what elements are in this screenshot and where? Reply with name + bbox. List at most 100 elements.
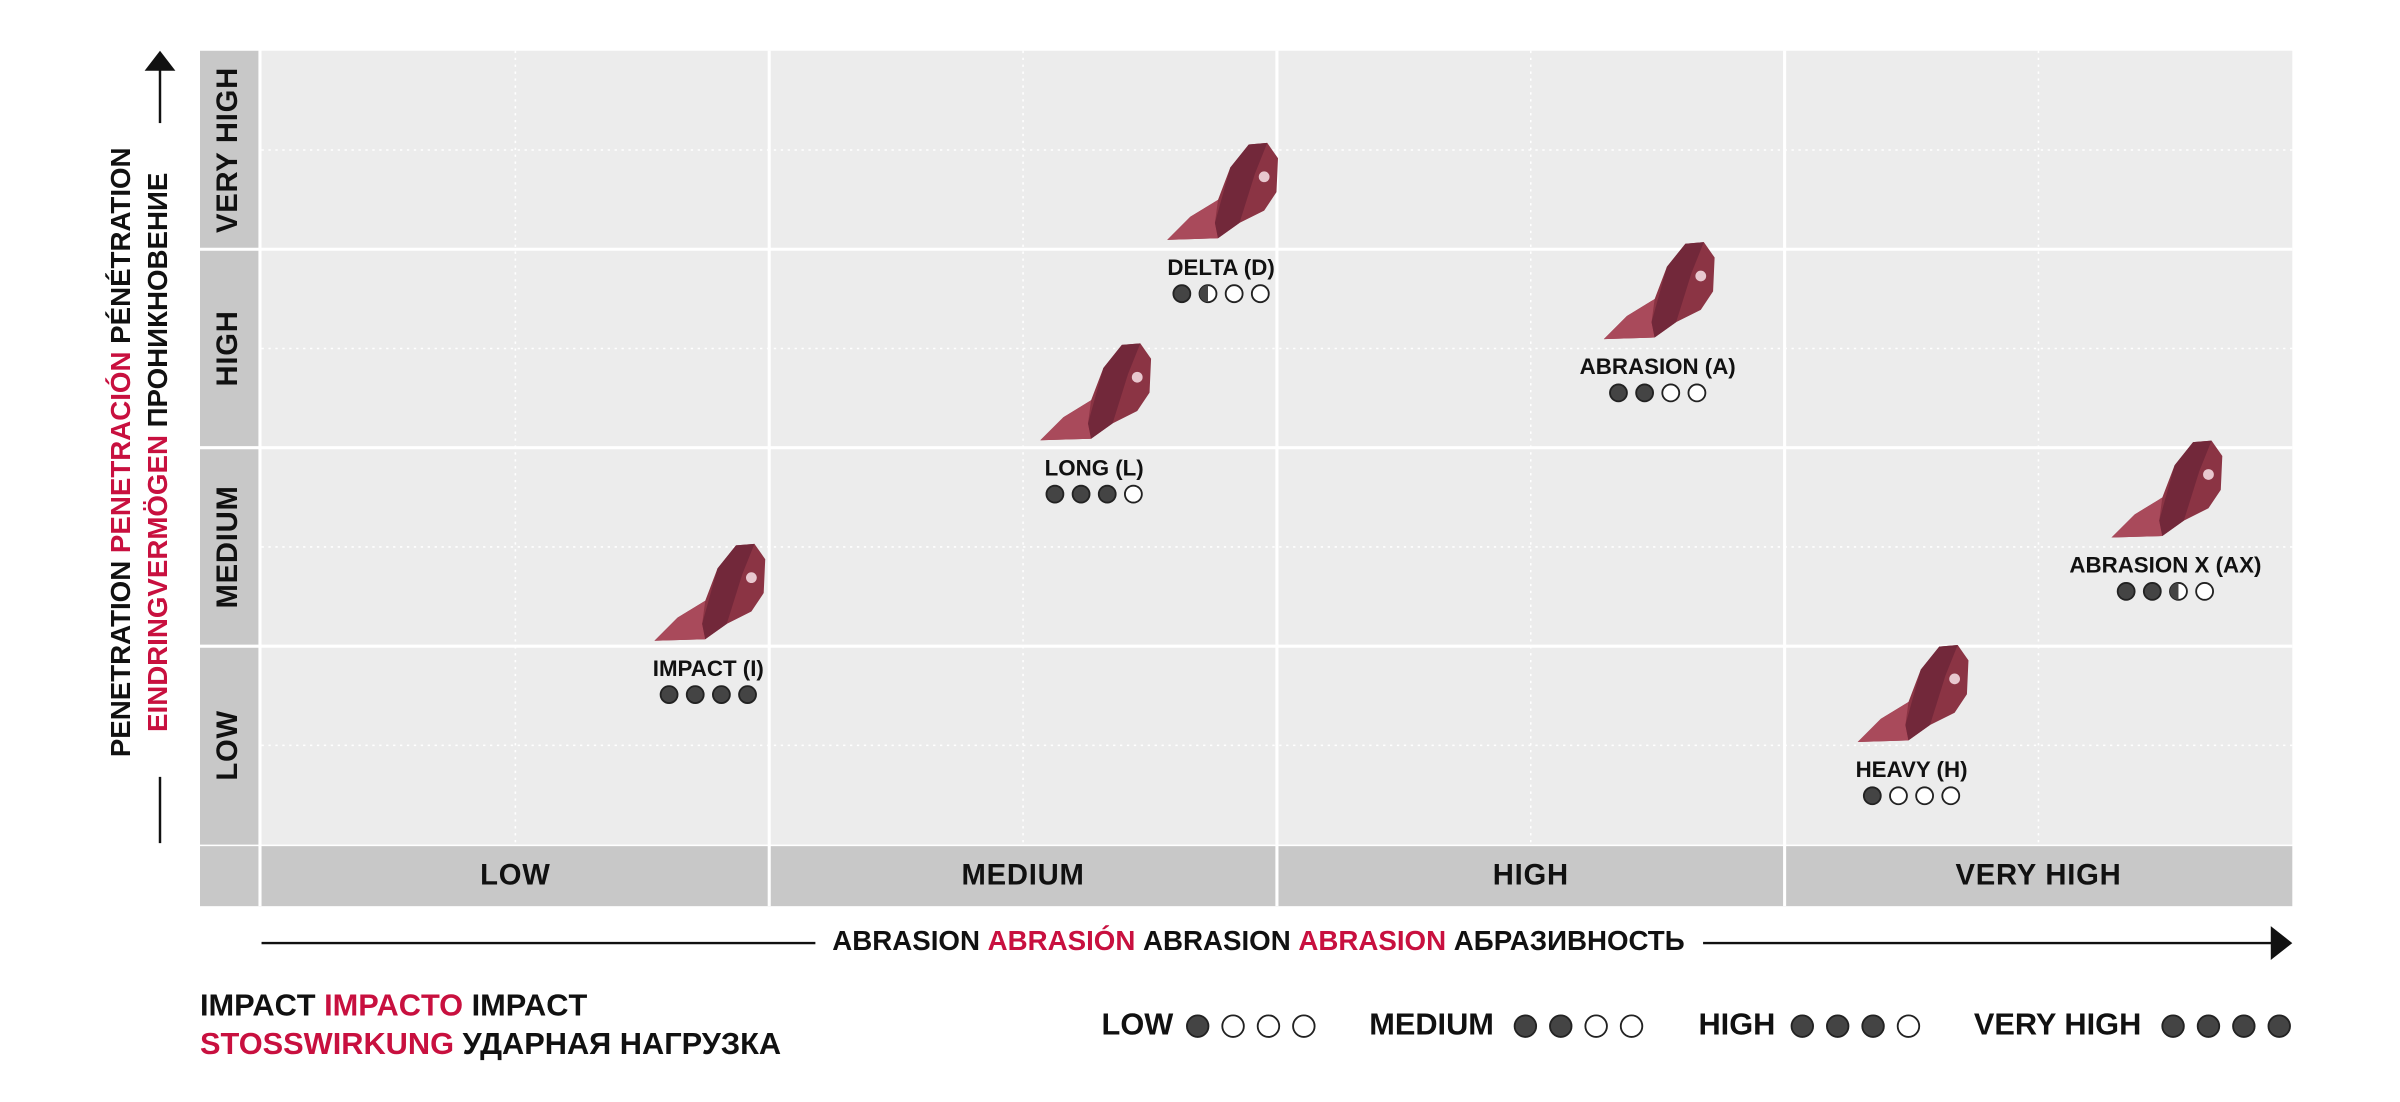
tooth-shade — [1167, 199, 1218, 240]
legend-dots — [1186, 1014, 1316, 1038]
tooth-shade — [1905, 645, 1958, 741]
rating-dot — [1256, 1014, 1281, 1038]
rating-dot — [1224, 284, 1244, 304]
legend-dots — [2161, 1014, 2291, 1038]
word: PENETRACIÓN — [105, 352, 136, 554]
rating-dot — [659, 685, 679, 704]
item-label: LONG (L) — [1045, 455, 1144, 480]
tooth-shade — [1214, 142, 1268, 239]
word: АБРАЗИВНОСТЬ — [1454, 925, 1685, 956]
grid — [200, 50, 2293, 907]
tooth-shade — [654, 600, 706, 641]
legend-dots — [1790, 1014, 1921, 1038]
rating-dot — [2195, 582, 2214, 601]
word: STOSSWIRKUNG — [200, 1026, 454, 1061]
legend-title-2: STOSSWIRKUNG УДАРНАЯ НАГРУЗКА — [200, 1026, 781, 1061]
tooth: LONG (L) — [1040, 343, 1152, 504]
tooth-hole — [1949, 673, 1960, 685]
rating-dot — [1790, 1014, 1814, 1038]
rating-dot — [1549, 1014, 1573, 1038]
y-axis-title-1: PENETRATION PENETRACIÓN PÉNÉTRATION — [105, 147, 136, 757]
rating-dot — [1584, 1014, 1608, 1038]
rating-dot — [1635, 383, 1655, 403]
y-category-label: VERY HIGH — [212, 67, 244, 233]
tooth-hole — [1258, 171, 1270, 183]
rating-dot — [1292, 1014, 1316, 1038]
tooth: ABRASION X (AX) — [2069, 440, 2261, 601]
y-category-label: LOW — [212, 710, 244, 780]
word: EINDRINGVERMÖGEN — [142, 435, 173, 732]
tooth: HEAVY (H) — [1856, 645, 1969, 806]
x-category-label: MEDIUM — [962, 860, 1085, 892]
tooth-shade — [1857, 701, 1909, 742]
rating-dot — [1186, 1014, 1210, 1038]
rating-dot — [1861, 1014, 1885, 1038]
word: ABRASIÓN — [988, 925, 1136, 956]
rating-dot — [2116, 582, 2136, 601]
tooth-shade — [1603, 299, 1655, 340]
item-label: DELTA (D) — [1167, 255, 1274, 280]
word: ABRASION — [1298, 925, 1446, 956]
rating-dot — [1619, 1014, 1644, 1038]
rating-dot — [1915, 786, 1935, 806]
rating-dot — [1896, 1014, 1921, 1038]
rating-dot — [2267, 1014, 2291, 1038]
tooth-shade — [2111, 497, 2163, 538]
word: IMPACTO — [324, 988, 463, 1023]
tooth-hole — [746, 572, 757, 584]
y-axis-title-2: EINDRINGVERMÖGEN ПРОНИКНОВЕНИЕ — [142, 173, 173, 732]
tooth-shade — [1040, 400, 1092, 441]
rating-dot — [685, 685, 705, 704]
x-category-label: LOW — [480, 860, 550, 892]
rating-dot — [1687, 383, 1707, 403]
tooth-shade — [2159, 440, 2212, 536]
rating-dot — [738, 685, 757, 704]
legend-dots — [1513, 1014, 1644, 1038]
item-label: ABRASION (A) — [1580, 354, 1736, 379]
rating-dot — [1045, 484, 1065, 504]
word: ABRASION — [1143, 925, 1291, 956]
rating-dot — [1124, 484, 1143, 504]
item-label: ABRASION X (AX) — [2069, 553, 2261, 578]
rating-dot — [1941, 786, 1961, 806]
tooth: DELTA (D) — [1167, 142, 1278, 304]
word: ABRASION — [832, 925, 980, 956]
y-category-label: MEDIUM — [212, 485, 244, 608]
rating-dot — [2161, 1014, 2185, 1038]
word: УДАРНАЯ НАГРУЗКА — [463, 1026, 782, 1061]
x-arrow-head — [2270, 926, 2293, 960]
x-category-label: HIGH — [1493, 860, 1569, 892]
tooth-shade — [1651, 242, 1704, 338]
tooth-shade — [702, 543, 755, 640]
word: PENETRATION — [105, 561, 136, 757]
rating-dot — [1221, 1014, 1245, 1038]
tooth-hole — [1695, 270, 1707, 282]
rating-dot — [2196, 1014, 2221, 1038]
legend-label: MEDIUM — [1369, 1006, 1494, 1041]
word: IMPACT — [472, 988, 588, 1023]
legend-label: VERY HIGH — [1974, 1006, 2141, 1041]
x-header — [200, 846, 2293, 907]
word: IMPACT — [200, 988, 316, 1023]
legend-label: LOW — [1102, 1006, 1174, 1041]
x-category-label: VERY HIGH — [1955, 860, 2121, 892]
rating-dot — [2142, 582, 2162, 601]
item-label: IMPACT (I) — [653, 656, 764, 681]
rating-dot — [711, 685, 731, 704]
rating-dot-half — [2170, 582, 2179, 600]
rating-dot — [1862, 786, 1882, 806]
rating-dot — [1071, 484, 1091, 504]
y-arrow-head — [144, 50, 176, 71]
rating-dot — [1250, 284, 1270, 304]
tooth-hole — [2203, 469, 2214, 480]
rating-dot — [1097, 484, 1117, 504]
word: ПРОНИКНОВЕНИЕ — [142, 173, 173, 428]
rating-dot — [1172, 284, 1192, 304]
tooth: ABRASION (A) — [1580, 242, 1736, 403]
tooth-shade — [1088, 343, 1141, 439]
item-label: HEAVY (H) — [1856, 757, 1968, 782]
rating-dot — [1889, 786, 1908, 806]
word: PÉNÉTRATION — [105, 147, 136, 343]
tooth: IMPACT (I) — [653, 543, 766, 704]
